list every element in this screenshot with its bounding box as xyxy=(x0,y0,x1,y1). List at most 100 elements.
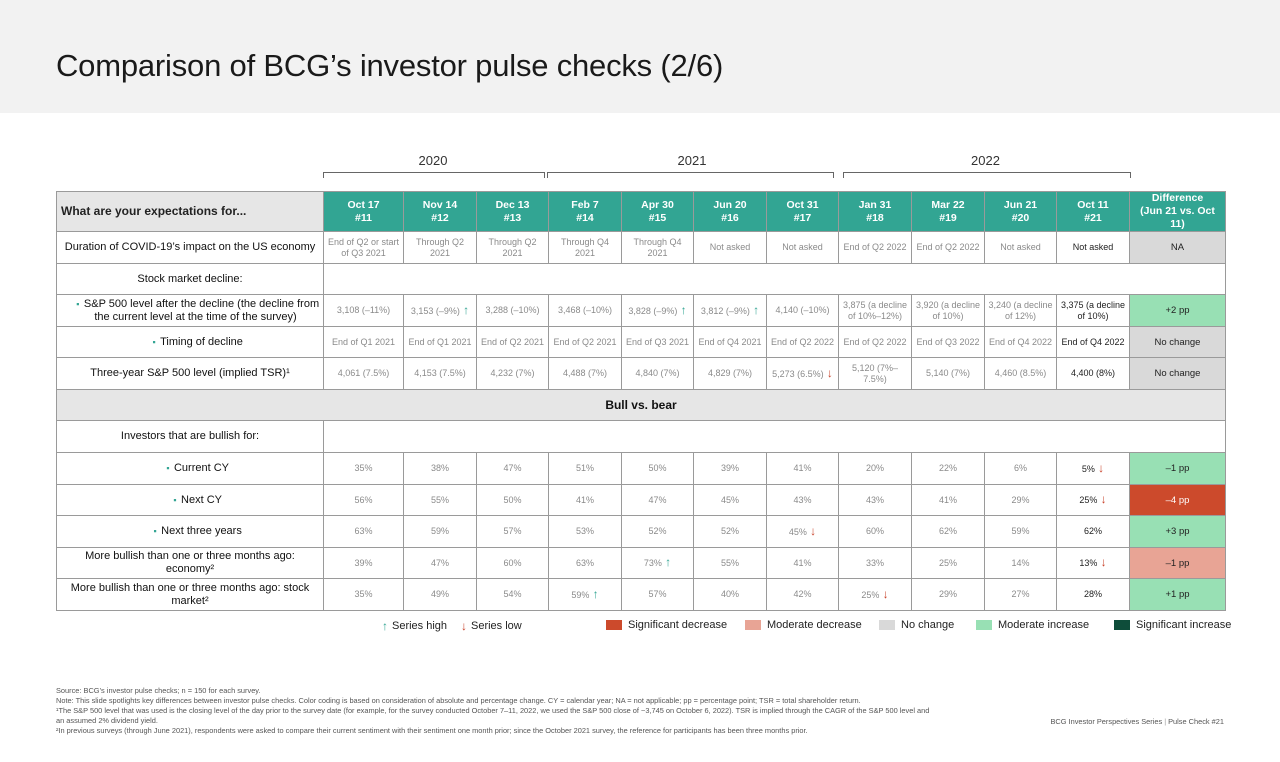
value-cell: 54% xyxy=(476,578,549,611)
value-cell: End of Q2 2021 xyxy=(548,326,622,358)
column-date: Jan 31 xyxy=(858,198,892,211)
value-cell: 53% xyxy=(548,515,622,548)
value-text: 41% xyxy=(575,494,594,505)
value-cell: 45% ↓ xyxy=(766,515,839,548)
value-cell: 60% xyxy=(476,547,549,579)
value-cell: 42% xyxy=(766,578,839,611)
value-cell: 4,153 (7.5%) xyxy=(403,357,477,390)
value-text: 52% xyxy=(648,526,667,536)
legend-swatch xyxy=(745,620,761,630)
page-title: Comparison of BCG’s investor pulse check… xyxy=(56,48,724,83)
value-text: 59% xyxy=(1011,526,1030,536)
year-label-2022: 2022 xyxy=(971,153,1000,168)
value-cell: 33% xyxy=(838,547,912,579)
value-cell: 4,840 (7%) xyxy=(621,357,694,390)
value-text: 3,812 (–9%) xyxy=(700,305,750,316)
column-number: #17 xyxy=(793,211,812,224)
value-cell: Not asked xyxy=(693,231,767,264)
value-cell: 47% xyxy=(476,452,549,485)
bullet-icon: ▪ xyxy=(76,298,80,309)
value-cell: 20% xyxy=(838,452,912,485)
value-cell: End of Q1 2021 xyxy=(323,326,404,358)
value-cell: End of Q4 2021 xyxy=(693,326,767,358)
column-header-6: Jun 20 #16 xyxy=(693,191,767,232)
value-cell: End of Q4 2022 xyxy=(984,326,1057,358)
difference-cell: No change xyxy=(1129,326,1226,358)
value-cell: 3,468 (–10%) xyxy=(548,294,622,327)
legend-swatch xyxy=(606,620,622,630)
value-cell: 49% xyxy=(403,578,477,611)
series-high-arrow-icon: ↑ xyxy=(589,586,599,601)
value-text: 47% xyxy=(648,494,667,505)
value-cell: 29% xyxy=(911,578,985,611)
value-cell: 4,829 (7%) xyxy=(693,357,767,390)
value-text: 45% xyxy=(788,526,807,537)
value-cell: 59% ↑ xyxy=(548,578,622,611)
year-label-2020: 2020 xyxy=(418,153,448,168)
legend-significant-increase: Significant increase xyxy=(1114,619,1231,631)
value-cell: Not asked xyxy=(766,231,839,264)
value-cell: 51% xyxy=(548,452,622,485)
column-header-10: Jun 21 #20 xyxy=(984,191,1057,232)
value-text: 55% xyxy=(430,494,449,505)
column-header-4: Feb 7 #14 xyxy=(548,191,622,232)
value-text: 41% xyxy=(793,557,812,568)
difference-header-text: Difference xyxy=(1151,192,1204,205)
value-text: 3,240 (a decline of 12%) xyxy=(988,299,1053,321)
footer-separator: | xyxy=(1164,717,1167,726)
column-number: #13 xyxy=(503,211,522,224)
value-text: Not asked xyxy=(1072,242,1114,252)
legend-label: Series high xyxy=(392,620,448,632)
column-header-8: Jan 31 #18 xyxy=(838,191,912,232)
column-date: Jun 21 xyxy=(1003,198,1038,211)
value-cell: 41% xyxy=(766,547,839,579)
legend-label: Series low xyxy=(471,620,522,632)
legend-moderate-decrease: Moderate decrease xyxy=(745,619,862,631)
row-label-text: S&P 500 level after the decline (the dec… xyxy=(83,297,320,323)
value-text: 3,153 (–9%) xyxy=(410,305,460,316)
value-text: 20% xyxy=(865,463,884,473)
value-text: End of Q2 2022 xyxy=(916,242,980,252)
value-text: 57% xyxy=(648,589,667,599)
value-text: 50% xyxy=(648,463,667,473)
value-cell: 62% xyxy=(1056,515,1130,548)
section-row: Bull vs. bear xyxy=(56,389,1226,421)
year-label-2021: 2021 xyxy=(677,153,707,168)
column-number: #16 xyxy=(721,211,739,224)
row-label: Three-year S&P 500 level (implied TSR)¹ xyxy=(56,357,324,390)
value-text: 4,153 (7.5%) xyxy=(414,368,466,378)
difference-cell: +2 pp xyxy=(1129,294,1226,327)
value-cell: Through Q4 2021 xyxy=(548,231,622,264)
difference-header: Difference (Jun 21 vs. Oct 11) xyxy=(1129,191,1226,232)
column-header-2: Nov 14 #12 xyxy=(403,191,477,232)
value-text: 3,920 (a decline of 10%) xyxy=(915,299,981,321)
value-text: 4,232 (7%) xyxy=(490,368,535,378)
value-text: 57% xyxy=(503,526,522,536)
value-text: 3,108 (–11%) xyxy=(336,305,391,315)
value-text: 29% xyxy=(938,589,957,599)
column-date: Apr 30 xyxy=(641,198,674,211)
legend-series-high: ↑ Series high xyxy=(382,619,447,633)
value-text: 25% xyxy=(1079,495,1098,505)
value-text: End of Q2 2021 xyxy=(480,336,545,347)
value-text: 39% xyxy=(354,557,373,568)
value-text: End of Q2 or start of Q3 2021 xyxy=(327,236,400,258)
year-bracket-2021 xyxy=(547,172,834,178)
value-cell: 47% xyxy=(403,547,477,579)
bullet-icon: ▪ xyxy=(153,526,157,536)
value-text: 49% xyxy=(430,589,449,599)
legend-swatch xyxy=(1114,620,1130,630)
column-date: Mar 22 xyxy=(931,198,965,211)
value-text: 5,273 (6.5%) xyxy=(772,368,824,379)
column-number: #12 xyxy=(431,211,449,224)
value-cell: 41% xyxy=(548,484,622,516)
value-text: 62% xyxy=(1083,526,1102,536)
value-text: 53% xyxy=(575,526,594,536)
value-cell: 47% xyxy=(621,484,694,516)
value-text: 3,468 (–10%) xyxy=(557,305,613,315)
value-cell: 3,108 (–11%) xyxy=(323,294,404,327)
value-cell: End of Q4 2022 xyxy=(1056,326,1130,358)
value-text: 41% xyxy=(793,463,812,473)
value-text: Not asked xyxy=(782,242,823,252)
column-number: #11 xyxy=(355,211,372,224)
